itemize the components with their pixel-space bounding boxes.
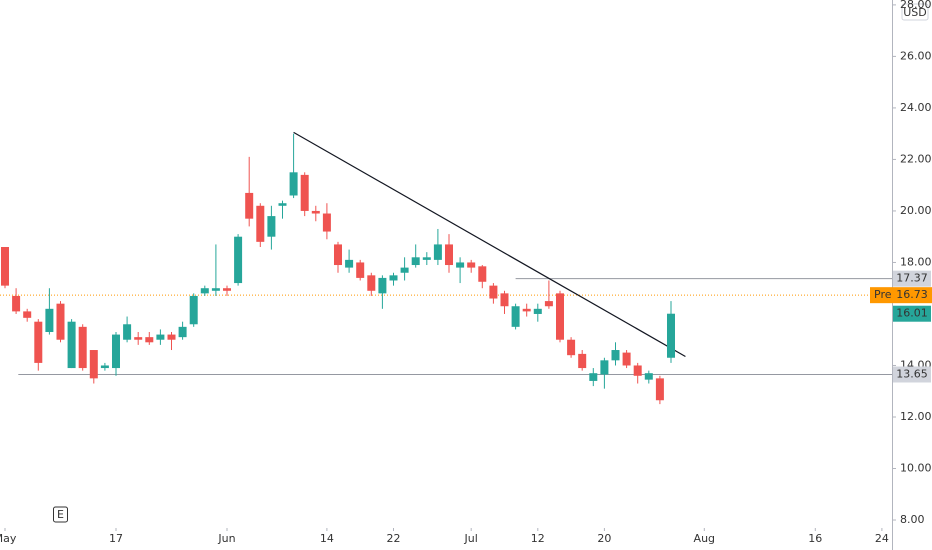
candle-body bbox=[622, 352, 631, 366]
candle-body bbox=[67, 321, 76, 369]
x-tick-label: 12 bbox=[531, 532, 545, 545]
candle-body bbox=[411, 257, 420, 266]
candle-body bbox=[322, 213, 331, 232]
candle-body bbox=[12, 295, 21, 312]
candle-body bbox=[45, 308, 54, 332]
candle-body bbox=[655, 378, 664, 401]
last-price-tag: 16.01 bbox=[896, 307, 928, 320]
candle-body bbox=[156, 334, 165, 340]
candle-body bbox=[367, 275, 376, 291]
candle-body bbox=[522, 308, 531, 312]
candle-body bbox=[23, 311, 32, 318]
candle-body bbox=[478, 266, 487, 282]
y-tick-label: 26.00 bbox=[900, 49, 932, 62]
y-tick-label: 8.00 bbox=[900, 513, 925, 526]
candle-body bbox=[578, 353, 587, 369]
candle-body bbox=[100, 365, 109, 369]
candle-body bbox=[78, 326, 87, 369]
pre-market-tag-value: 16.73 bbox=[896, 288, 928, 301]
candle-body bbox=[444, 244, 453, 266]
y-tick-label: 18.00 bbox=[900, 255, 932, 268]
candle-body bbox=[567, 339, 576, 356]
candle-body bbox=[167, 334, 176, 340]
candle-body bbox=[178, 326, 187, 338]
candle-body bbox=[533, 308, 542, 314]
candle-body bbox=[34, 321, 43, 363]
candle-body bbox=[500, 293, 509, 307]
candle-body bbox=[111, 334, 120, 369]
candle-body bbox=[89, 350, 98, 379]
pre-market-tag-box bbox=[870, 287, 932, 304]
candle-body bbox=[422, 257, 431, 260]
candle-body bbox=[433, 244, 442, 260]
candle-body bbox=[389, 275, 398, 281]
level-tag: 17.37 bbox=[896, 272, 928, 285]
candle-body bbox=[289, 172, 298, 196]
x-tick-label: Aug bbox=[694, 532, 715, 545]
candle-body bbox=[400, 267, 409, 273]
candle-body bbox=[300, 174, 309, 211]
candle-body bbox=[311, 210, 320, 214]
earnings-label: E bbox=[57, 508, 64, 521]
candle-body bbox=[345, 259, 354, 268]
x-tick-label: 22 bbox=[386, 532, 400, 545]
y-tick-label: 24.00 bbox=[900, 101, 932, 114]
level-tag-box bbox=[893, 366, 931, 383]
candle-body bbox=[600, 360, 609, 375]
candle-body bbox=[456, 262, 465, 268]
candle-body bbox=[633, 365, 642, 376]
candle-body bbox=[544, 301, 553, 307]
candle-body bbox=[245, 192, 254, 219]
level-tag-box bbox=[893, 270, 931, 287]
candle-body bbox=[555, 293, 564, 340]
trendline bbox=[293, 131, 686, 357]
pre-market-tag-label: Pre bbox=[874, 288, 892, 301]
x-tick-label: Jul bbox=[464, 532, 478, 545]
candle-body bbox=[378, 277, 387, 294]
currency: USD bbox=[903, 6, 927, 19]
y-tick-label: 22.00 bbox=[900, 152, 932, 165]
candle-body bbox=[234, 236, 243, 284]
candle-body bbox=[467, 262, 476, 268]
candle-body bbox=[222, 288, 231, 291]
candle-body bbox=[256, 205, 265, 242]
last-price-tag-box bbox=[893, 305, 931, 322]
y-tick-label: 20.00 bbox=[900, 204, 932, 217]
candle-body bbox=[511, 306, 520, 327]
candle-body bbox=[123, 324, 132, 340]
candle-body bbox=[489, 285, 498, 299]
candle-body bbox=[189, 295, 198, 325]
x-tick-label: 16 bbox=[808, 532, 822, 545]
x-tick-label: 20 bbox=[597, 532, 611, 545]
x-tick-label: Jun bbox=[217, 532, 235, 545]
candle-body bbox=[267, 216, 276, 237]
candle-body bbox=[589, 373, 598, 381]
candle-body bbox=[211, 288, 220, 291]
y-tick-label: 10.00 bbox=[900, 462, 932, 475]
candle-body bbox=[0, 247, 9, 286]
candle-body bbox=[134, 337, 143, 340]
y-tick-label: 28.00 bbox=[900, 0, 932, 11]
x-tick-label: May bbox=[0, 532, 17, 545]
y-tick-label: 12.00 bbox=[900, 410, 932, 423]
candle-body bbox=[333, 244, 342, 266]
x-tick-label: 17 bbox=[109, 532, 123, 545]
candle-body bbox=[666, 313, 675, 358]
earnings-marker bbox=[52, 506, 68, 523]
candle-body bbox=[278, 203, 287, 206]
candle-body bbox=[200, 288, 209, 294]
candle-body bbox=[356, 262, 365, 278]
candle-body bbox=[145, 337, 154, 343]
candle-body bbox=[644, 373, 653, 380]
candle-body bbox=[611, 350, 620, 361]
level-tag: 13.65 bbox=[896, 367, 928, 380]
currency-box[interactable] bbox=[901, 3, 929, 21]
x-tick-label: 14 bbox=[320, 532, 334, 545]
x-tick-label: 24 bbox=[875, 532, 889, 545]
candle-body bbox=[56, 303, 65, 340]
